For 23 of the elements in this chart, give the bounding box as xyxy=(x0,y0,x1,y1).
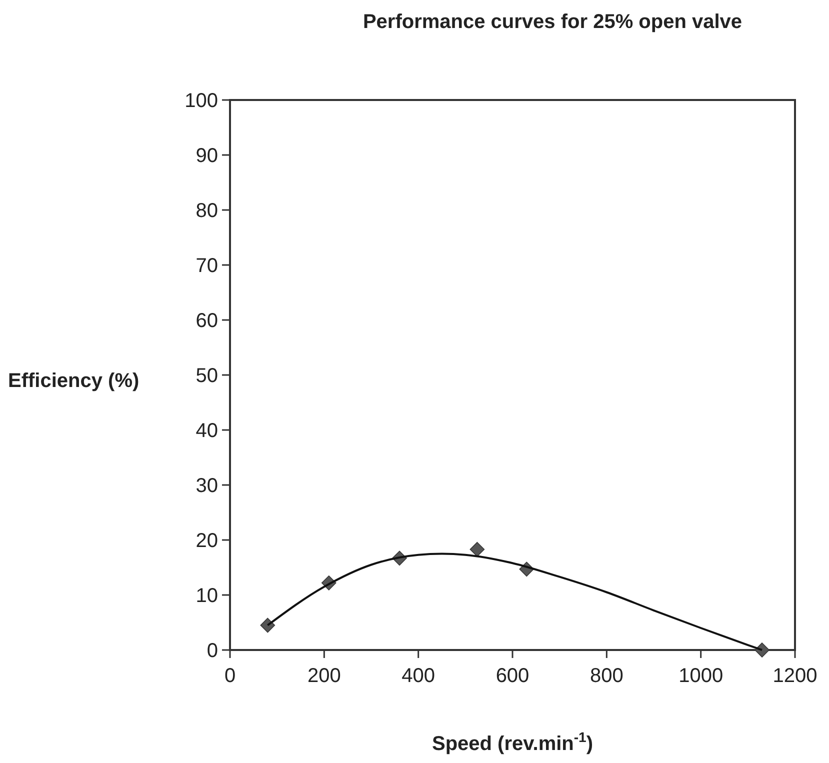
y-tick-label: 10 xyxy=(196,585,218,607)
y-tick-label: 90 xyxy=(196,145,218,167)
y-tick-label: 80 xyxy=(196,200,218,222)
point xyxy=(260,618,276,633)
y-tick-label: 50 xyxy=(196,365,218,387)
x-tick-label: 200 xyxy=(307,665,341,687)
point xyxy=(470,542,485,557)
y-tick-label: 0 xyxy=(206,640,218,662)
x-tick-label: 400 xyxy=(402,665,436,687)
x-axis-title: Speed (rev.min$^{-1}$) xyxy=(432,729,594,755)
y-tick-label: 60 xyxy=(196,310,218,332)
y-axis-title: Efficiency (%) xyxy=(8,370,140,392)
y-tick-label: 70 xyxy=(196,255,218,277)
chart-title: Performance curves for 25% open valve xyxy=(362,11,742,33)
x-tick-label: 600 xyxy=(496,665,530,687)
y-tick-label: 40 xyxy=(196,420,218,442)
x-tick-label: 1200 xyxy=(772,665,818,687)
x-tick-label: 800 xyxy=(590,665,624,687)
y-tick-label: 20 xyxy=(196,530,218,552)
x-tick-label: 0 xyxy=(224,665,236,687)
y-tick-label: 100 xyxy=(184,90,218,112)
x-tick-label: 1000 xyxy=(678,665,724,687)
y-tick-label: 30 xyxy=(196,475,218,497)
